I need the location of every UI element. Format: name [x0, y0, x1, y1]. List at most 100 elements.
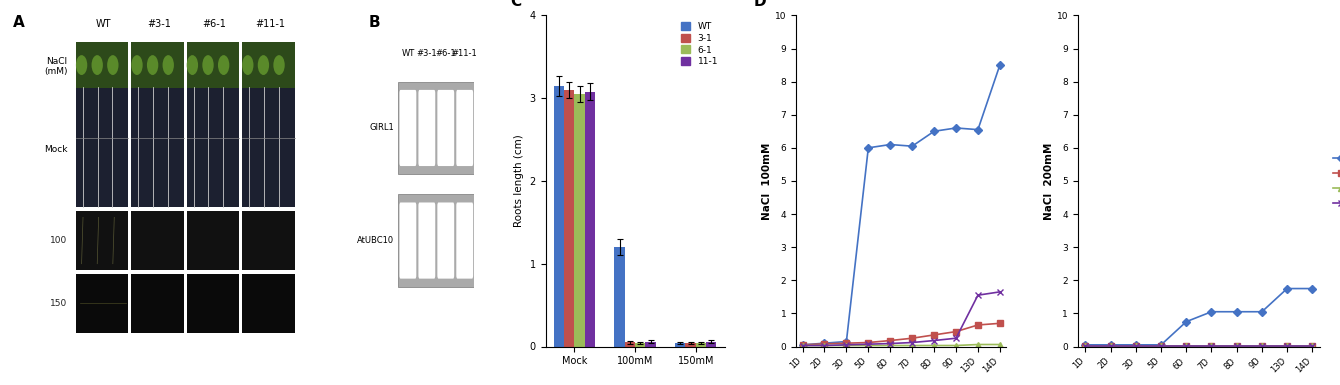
11-1 — [1229, 343, 1245, 348]
WT — [795, 343, 811, 347]
Bar — [706, 341, 717, 346]
3-1 — [1103, 343, 1119, 348]
WT — [1178, 320, 1194, 324]
WT — [1152, 343, 1168, 347]
WT — [1254, 310, 1270, 314]
6-1 — [947, 343, 963, 348]
3-1 — [1178, 343, 1194, 348]
Ellipse shape — [273, 55, 284, 75]
11-1 — [816, 343, 832, 348]
Ellipse shape — [257, 55, 269, 75]
Bar — [76, 274, 129, 333]
Text: #11-1: #11-1 — [452, 49, 477, 59]
Line: WT: WT — [1083, 286, 1315, 348]
11-1 — [1128, 343, 1144, 348]
Bar — [635, 343, 646, 346]
11-1 — [970, 293, 986, 298]
Bar — [564, 90, 575, 346]
Text: D: D — [754, 0, 766, 9]
3-1 — [860, 340, 876, 345]
3-1 — [1304, 343, 1320, 348]
6-1 — [992, 342, 1008, 347]
Ellipse shape — [76, 55, 87, 75]
Text: NaCl
(mM): NaCl (mM) — [44, 57, 67, 76]
WT — [992, 63, 1008, 67]
11-1 — [926, 338, 942, 343]
11-1 — [1103, 343, 1119, 348]
11-1 — [992, 290, 1008, 294]
Ellipse shape — [147, 55, 158, 75]
6-1 — [926, 343, 942, 348]
Text: 100: 100 — [50, 236, 67, 245]
Bar — [186, 274, 240, 333]
3-1 — [1254, 343, 1270, 348]
Line: 3-1: 3-1 — [800, 321, 1002, 348]
11-1 — [1304, 343, 1320, 348]
Ellipse shape — [162, 55, 174, 75]
WT — [839, 339, 855, 344]
Line: 11-1: 11-1 — [799, 288, 1004, 349]
WT — [1304, 286, 1320, 291]
Ellipse shape — [131, 55, 142, 75]
6-1 — [1178, 343, 1194, 348]
Bar — [243, 42, 295, 88]
Text: #6-1: #6-1 — [436, 49, 456, 59]
Bar — [398, 82, 474, 174]
6-1 — [1152, 343, 1168, 348]
6-1 — [816, 343, 832, 348]
3-1 — [839, 341, 855, 345]
Text: WT: WT — [96, 18, 111, 28]
Bar — [131, 211, 184, 270]
Y-axis label: Roots length (cm): Roots length (cm) — [515, 135, 524, 227]
Bar — [76, 42, 129, 88]
6-1 — [839, 343, 855, 348]
3-1 — [882, 338, 898, 343]
11-1 — [1280, 343, 1296, 348]
Bar — [686, 343, 695, 346]
3-1 — [905, 336, 921, 341]
Bar — [575, 94, 584, 346]
Y-axis label: NaCl  100mM: NaCl 100mM — [762, 142, 772, 219]
Ellipse shape — [91, 55, 103, 75]
FancyBboxPatch shape — [437, 90, 454, 166]
Ellipse shape — [186, 55, 198, 75]
Bar — [695, 343, 706, 346]
WT — [1077, 343, 1093, 347]
3-1 — [816, 341, 832, 346]
Ellipse shape — [202, 55, 213, 75]
Text: A: A — [13, 15, 25, 30]
Text: B: B — [369, 15, 381, 30]
3-1 — [970, 323, 986, 327]
Bar — [131, 42, 184, 88]
Ellipse shape — [107, 55, 118, 75]
Line: 3-1: 3-1 — [1083, 343, 1315, 348]
11-1 — [795, 343, 811, 348]
Bar — [615, 247, 624, 346]
3-1 — [795, 343, 811, 347]
Text: AtUBC10: AtUBC10 — [356, 236, 394, 245]
WT — [860, 146, 876, 150]
FancyBboxPatch shape — [418, 203, 436, 279]
6-1 — [1103, 343, 1119, 348]
11-1 — [1254, 343, 1270, 348]
Ellipse shape — [243, 55, 253, 75]
Bar — [186, 42, 240, 88]
FancyBboxPatch shape — [437, 203, 454, 279]
11-1 — [905, 340, 921, 345]
Line: 11-1: 11-1 — [1081, 342, 1316, 349]
WT — [816, 341, 832, 345]
11-1 — [1178, 343, 1194, 348]
Bar — [76, 211, 129, 270]
Bar — [243, 42, 295, 208]
6-1 — [860, 343, 876, 348]
Bar — [243, 274, 295, 333]
Y-axis label: NaCl  200mM: NaCl 200mM — [1044, 142, 1053, 219]
6-1 — [882, 343, 898, 348]
FancyBboxPatch shape — [399, 90, 417, 166]
Legend: WT, 3-1, 6-1, 11-1: WT, 3-1, 6-1, 11-1 — [679, 20, 720, 68]
Text: 150: 150 — [50, 299, 67, 308]
11-1 — [1152, 343, 1168, 348]
WT — [1229, 310, 1245, 314]
6-1 — [1203, 343, 1219, 348]
6-1 — [795, 343, 811, 348]
